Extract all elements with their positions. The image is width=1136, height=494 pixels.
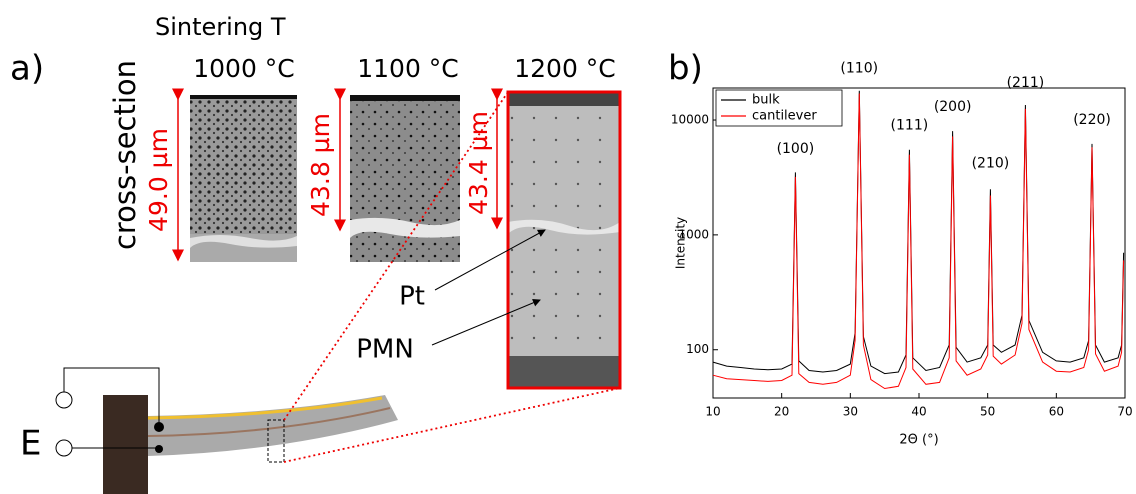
side-label: cross-section	[108, 60, 142, 250]
plot-frame	[712, 87, 1126, 399]
legend-box	[715, 89, 843, 127]
peak-label: (211)	[1007, 75, 1045, 91]
peak-label: (110)	[840, 61, 878, 77]
temperature: 1200 °C	[514, 54, 616, 83]
temperature: 1000 °C	[193, 54, 295, 83]
series-line	[712, 93, 1125, 390]
panel-label: b)	[668, 49, 703, 89]
callout: PMN	[356, 335, 414, 365]
legend-label: bulk	[752, 93, 780, 108]
peak-label: (210)	[972, 155, 1010, 171]
panel-label: a)	[10, 49, 44, 89]
x-tick-label: 60	[1049, 405, 1064, 419]
y-tick-label: 1000	[678, 227, 709, 241]
cantilever-diagram	[55, 91, 621, 494]
micrograph	[350, 95, 460, 262]
thickness-label: 43.8 µm	[306, 113, 335, 217]
field-label: E	[20, 424, 41, 464]
thickness-label: 43.4 µm	[464, 111, 493, 215]
peak-label: (200)	[934, 99, 972, 115]
callout: Pt	[399, 282, 425, 312]
y-tick-label: 10000	[671, 113, 709, 127]
legend-label: cantilever	[752, 109, 817, 124]
x-tick-label: 50	[980, 405, 995, 419]
x-tick-label: 20	[774, 405, 789, 419]
y-tick-label: 100	[686, 342, 709, 356]
peak-label: (220)	[1073, 112, 1111, 128]
micrograph	[190, 95, 297, 262]
x-tick-label: 30	[843, 405, 858, 419]
peak-label: (100)	[777, 141, 815, 157]
xrd-chart: 10 20 30 40 50 60 70 100 1000 10000 2Θ (°) Intensit…	[671, 61, 1133, 448]
x-tick-label: 10	[705, 405, 720, 419]
thickness-label: 49.0 µm	[144, 128, 173, 232]
heading: Sintering T	[155, 13, 286, 41]
micrograph	[506, 90, 622, 390]
callout-arrow	[434, 229, 546, 291]
temperature: 1100 °C	[357, 54, 459, 83]
peak-label: (111)	[891, 117, 929, 133]
callout-arrow	[431, 299, 541, 346]
y-axis-label: Intensity	[674, 217, 688, 269]
x-tick-label: 70	[1117, 405, 1132, 419]
x-tick-label: 40	[911, 405, 926, 419]
x-axis-label: 2Θ (°)	[899, 433, 938, 448]
